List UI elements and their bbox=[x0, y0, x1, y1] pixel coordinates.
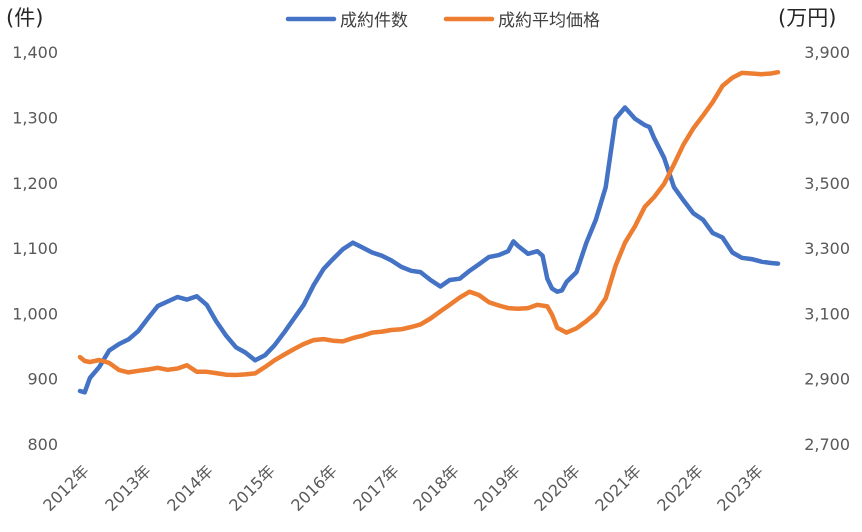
left-tick-label: 1,000 bbox=[12, 304, 58, 323]
x-tick-label: 2017年 bbox=[349, 461, 403, 515]
x-tick-label: 2013年 bbox=[101, 461, 155, 515]
x-tick-label: 2014年 bbox=[163, 461, 217, 515]
left-axis-ticks: 1,400 1,300 1,200 1,100 1,000 900 800 bbox=[12, 43, 58, 454]
right-tick-label: 3,900 bbox=[804, 43, 850, 62]
x-tick-label: 2012年 bbox=[39, 461, 93, 515]
left-tick-label: 800 bbox=[27, 435, 58, 454]
legend: 成約件数 成約平均価格 bbox=[285, 11, 600, 31]
series-line-1 bbox=[77, 105, 781, 395]
left-tick-label: 1,400 bbox=[12, 43, 58, 62]
x-axis-ticks: 2012年 2013年 2014年 2015年 2016年 2017年 2018年 2019年… bbox=[39, 461, 767, 515]
x-tick-label: 2022年 bbox=[653, 461, 707, 515]
left-tick-label: 1,200 bbox=[12, 174, 58, 193]
x-tick-label: 2018年 bbox=[409, 461, 463, 515]
series-line-2 bbox=[77, 69, 781, 378]
x-tick-label: 2023年 bbox=[713, 461, 767, 515]
right-tick-label: 3,500 bbox=[804, 174, 850, 193]
right-tick-label: 2,900 bbox=[804, 370, 850, 389]
right-axis-ticks: 3,900 3,700 3,500 3,300 3,100 2,900 2,700 bbox=[804, 43, 850, 454]
x-tick-label: 2019年 bbox=[470, 461, 524, 515]
right-tick-label: 2,700 bbox=[804, 435, 850, 454]
x-tick-label: 2015年 bbox=[225, 461, 279, 515]
right-tick-label: 3,700 bbox=[804, 109, 850, 128]
right-tick-label: 3,300 bbox=[804, 239, 850, 258]
series-layer bbox=[77, 69, 781, 395]
x-tick-label: 2021年 bbox=[591, 461, 645, 515]
x-tick-label: 2020年 bbox=[530, 461, 584, 515]
left-tick-label: 900 bbox=[27, 370, 58, 389]
left-tick-label: 1,300 bbox=[12, 109, 58, 128]
legend-label-series-2: 成約平均価格 bbox=[498, 11, 600, 31]
left-unit-label: (件) bbox=[6, 6, 43, 30]
left-tick-label: 1,100 bbox=[12, 239, 58, 258]
legend-label-series-1: 成約件数 bbox=[340, 11, 408, 31]
right-tick-label: 3,100 bbox=[804, 304, 850, 323]
right-unit-label: (万円) bbox=[778, 6, 836, 30]
x-tick-label: 2016年 bbox=[287, 461, 341, 515]
